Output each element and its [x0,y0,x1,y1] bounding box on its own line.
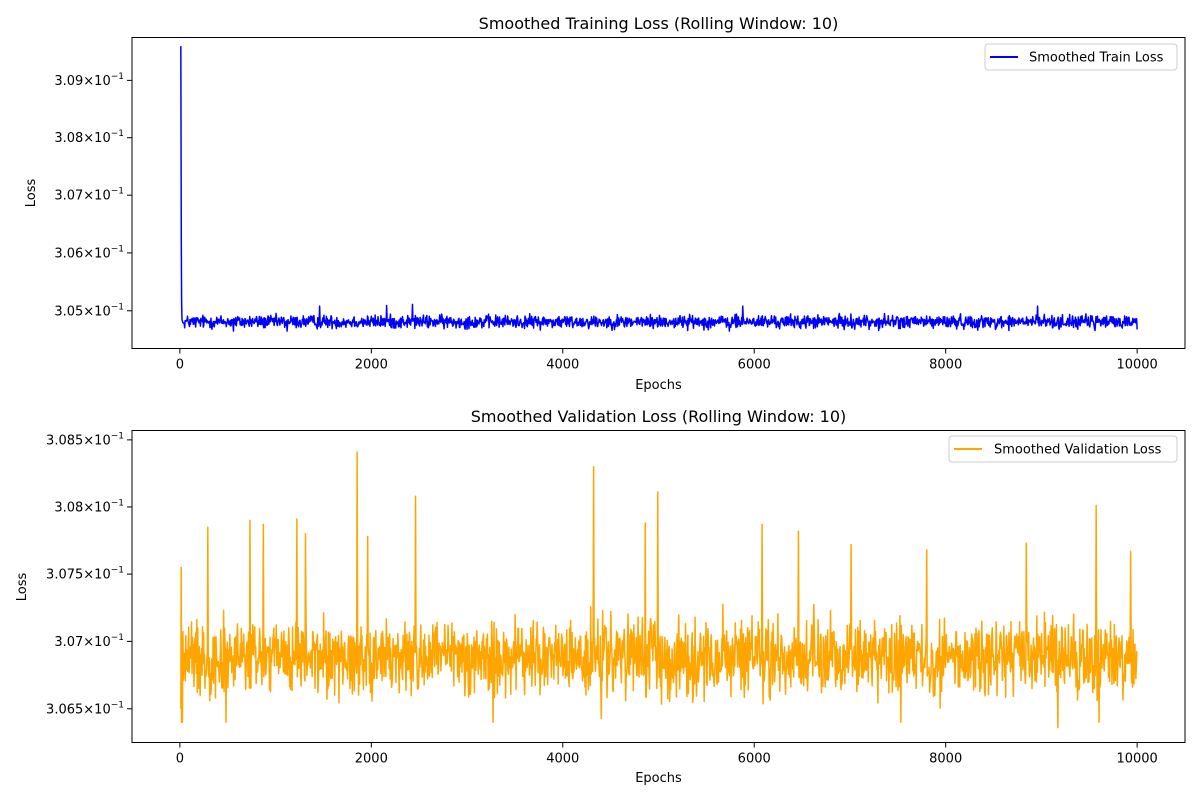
train-loss-legend-box [984,43,1178,71]
y-tick-label: 3.09×10−1 [54,72,124,89]
validation-loss-legend-box [948,435,1178,463]
y-tick-mantissa: 3.08 [54,131,83,146]
y-tick-exponent: −1 [111,187,124,197]
validation-loss-legend: Smoothed Validation Loss [948,435,1178,463]
x-tick-label: 8000 [929,752,962,767]
y-tick-exponent: −1 [111,244,124,254]
train-loss-legend: Smoothed Train Loss [984,43,1178,71]
validation-loss-x-ticks: 0 2000 4000 6000 8000 10000 [176,742,1158,767]
train-loss-chart: Smoothed Training Loss (Rolling Window: … [24,14,1186,393]
y-tick-mantissa: 3.085 [46,433,83,448]
y-tick-label: 3.08×10−1 [54,498,124,515]
x-tick-label: 8000 [929,358,962,373]
y-tick-mantissa: 3.07 [54,189,83,204]
validation-loss-x-axis-label: Epochs [635,771,682,786]
train-loss-x-ticks: 0 2000 4000 6000 8000 10000 [176,348,1158,373]
y-tick-base: 10 [94,500,111,515]
validation-loss-y-ticks: 3.065×10−13.07×10−13.075×10−13.08×10−13.… [46,431,132,717]
y-tick-mantissa: 3.08 [54,500,83,515]
train-loss-x-axis-label: Epochs [635,378,682,393]
x-tick-label: 6000 [738,752,771,767]
y-tick-label: 3.05×10−1 [54,302,124,319]
x-tick-label: 0 [176,752,184,767]
y-tick-times: × [83,702,94,717]
y-tick-times: × [83,246,94,261]
validation-loss-axes-frame [131,430,1186,743]
y-tick-base: 10 [94,246,111,261]
x-tick-label: 2000 [355,358,388,373]
y-tick-label: 3.06×10−1 [54,244,124,261]
train-loss-legend-label: Smoothed Train Loss [1029,51,1164,66]
y-tick-exponent: −1 [111,431,124,441]
y-tick-label: 3.065×10−1 [46,700,124,717]
y-tick-times: × [83,500,94,515]
validation-loss-series [180,451,1138,729]
y-tick-label: 3.085×10−1 [46,431,124,448]
y-tick-exponent: −1 [111,72,124,82]
y-tick-label: 3.07×10−1 [54,633,124,650]
y-tick-exponent: −1 [111,498,124,508]
validation-loss-title: Smoothed Validation Loss (Rolling Window… [471,407,847,426]
series-line [180,451,1138,729]
y-tick-base: 10 [94,702,111,717]
y-tick-exponent: −1 [111,129,124,139]
x-tick-label: 4000 [546,358,579,373]
y-tick-times: × [83,74,94,89]
y-tick-label: 3.07×10−1 [54,187,124,204]
y-tick-times: × [83,433,94,448]
train-loss-title: Smoothed Training Loss (Rolling Window: … [479,14,839,33]
train-loss-series [180,46,1138,332]
y-tick-base: 10 [94,304,111,319]
y-tick-label: 3.075×10−1 [46,566,124,583]
x-tick-label: 2000 [355,752,388,767]
y-tick-label: 3.08×10−1 [54,129,124,146]
y-tick-exponent: −1 [111,566,124,576]
series-line [180,46,1138,332]
y-tick-mantissa: 3.07 [54,635,83,650]
y-tick-base: 10 [94,131,111,146]
validation-loss-y-axis-label: Loss [15,573,30,602]
train-loss-y-ticks: 3.05×10−13.06×10−13.07×10−13.08×10−13.09… [54,72,132,319]
validation-loss-plot-area [131,430,1186,743]
x-tick-label: 10000 [1116,358,1157,373]
y-tick-base: 10 [94,433,111,448]
x-tick-label: 4000 [546,752,579,767]
y-tick-times: × [83,635,94,650]
y-tick-exponent: −1 [111,633,124,643]
train-loss-plot-area [131,37,1186,349]
x-tick-label: 10000 [1116,752,1157,767]
y-tick-base: 10 [94,635,111,650]
y-tick-times: × [83,189,94,204]
x-tick-label: 0 [176,358,184,373]
y-tick-mantissa: 3.06 [54,246,83,261]
y-tick-times: × [83,568,94,583]
y-tick-times: × [83,304,94,319]
x-tick-label: 6000 [738,358,771,373]
y-tick-base: 10 [94,568,111,583]
y-tick-mantissa: 3.05 [54,304,83,319]
y-tick-exponent: −1 [111,302,124,312]
y-tick-base: 10 [94,189,111,204]
train-loss-axes-frame [131,37,1186,349]
validation-loss-chart: Smoothed Validation Loss (Rolling Window… [15,407,1186,786]
y-tick-times: × [83,131,94,146]
y-tick-mantissa: 3.075 [46,568,83,583]
y-tick-mantissa: 3.065 [46,702,83,717]
y-tick-mantissa: 3.09 [54,74,83,89]
validation-loss-legend-label: Smoothed Validation Loss [994,443,1162,458]
y-tick-exponent: −1 [111,700,124,710]
y-tick-base: 10 [94,74,111,89]
train-loss-y-axis-label: Loss [24,179,39,208]
